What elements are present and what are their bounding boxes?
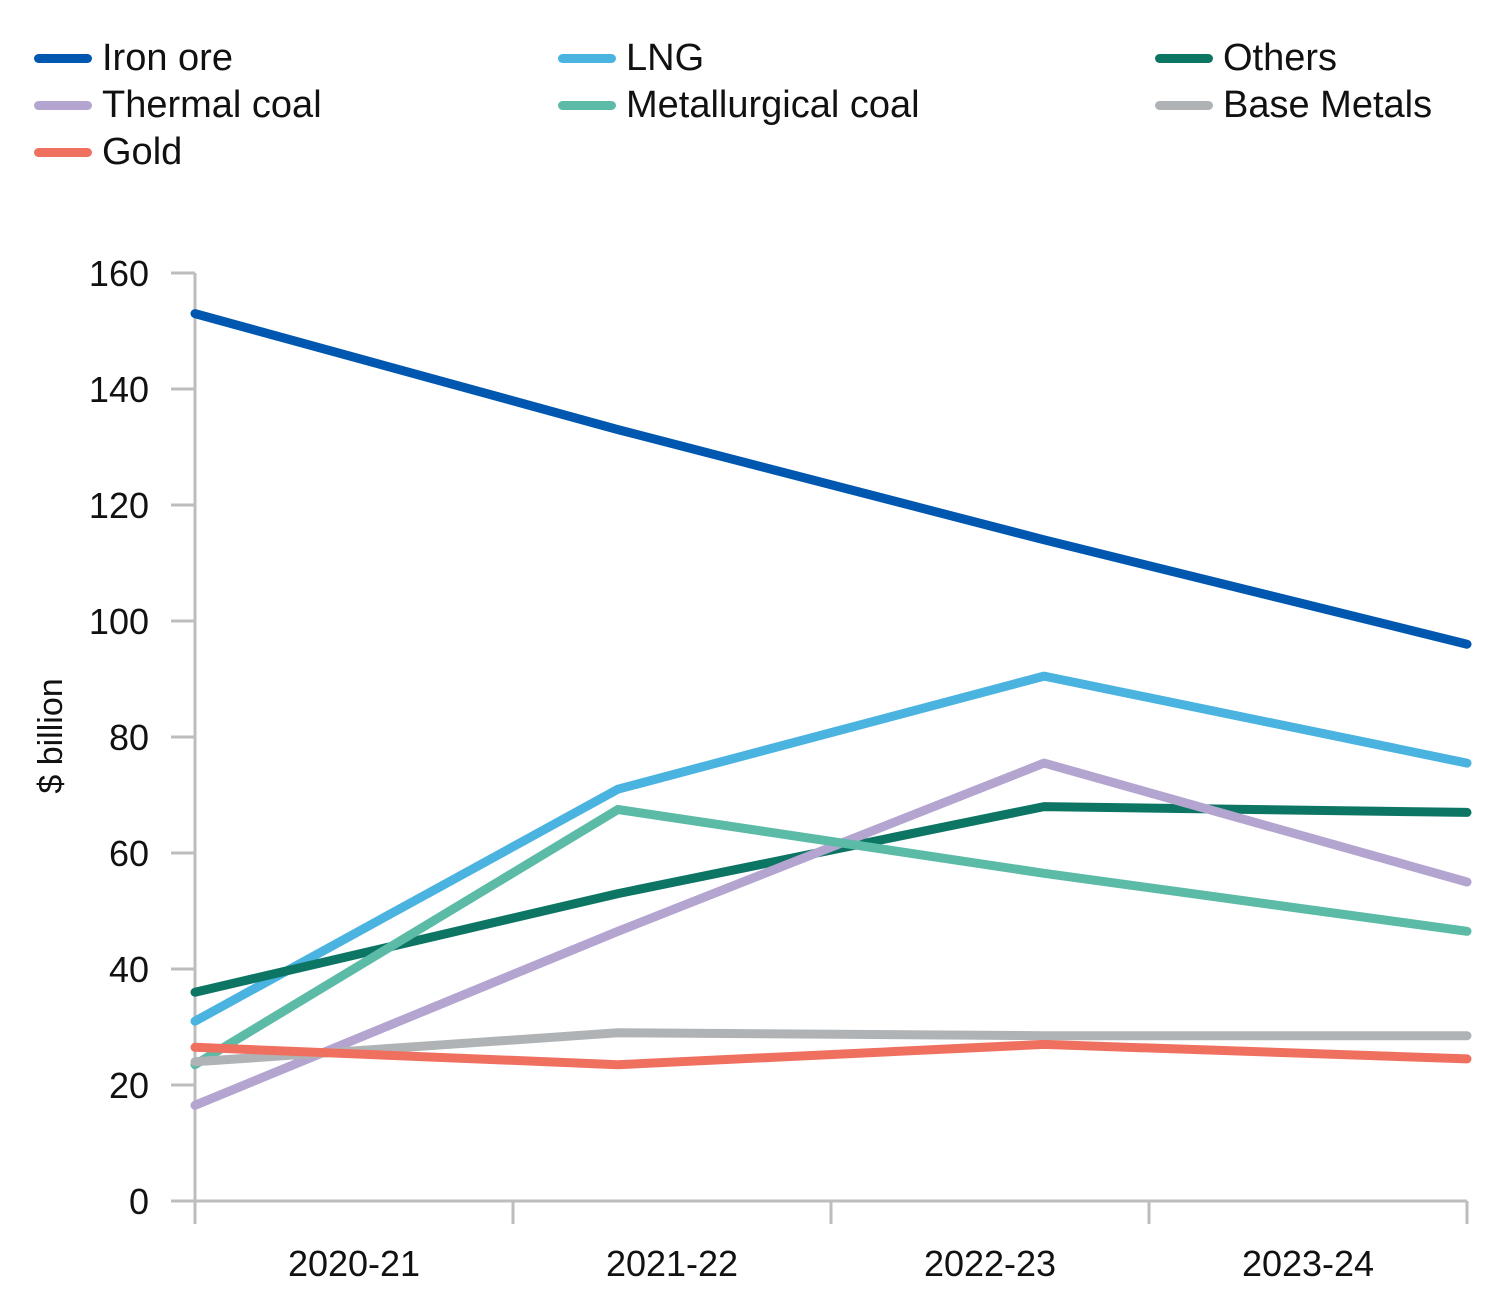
legend-label: Metallurgical coal [626,84,920,126]
legend-swatch [558,53,616,63]
legend-item-base-metals: Base Metals [1155,83,1432,127]
x-tick-label: 2020-21 [288,1243,420,1284]
x-axis: 2020-21 2021-22 2022-23 2023-24 [193,1199,1469,1284]
legend-swatch [1155,53,1213,63]
legend-label: Thermal coal [102,84,322,126]
legend-label: Gold [102,131,183,173]
x-tick-label: 2023-24 [1242,1243,1374,1284]
legend-item-others: Others [1155,36,1337,80]
legend-label: Others [1223,37,1338,79]
y-tick-label: 0 [129,1181,149,1222]
legend-swatch [34,100,92,110]
legend-item-lng: LNG [558,36,704,80]
legend-item-gold: Gold [34,130,182,174]
legend-item-iron-ore: Iron ore [34,36,233,80]
y-axis: 0 20 40 60 80 100 120 140 160 [89,253,197,1224]
y-axis-label: $ billion [32,678,70,793]
y-tick-label: 100 [89,601,149,642]
y-tick-label: 160 [89,253,149,294]
y-tick-label: 60 [109,833,149,874]
series-line-gold [190,1039,1472,1070]
series-line-thermal-coal [190,758,1472,1110]
series-line-metallurgical-coal [190,805,1472,1070]
x-tick-label: 2022-23 [924,1243,1056,1284]
y-tick-label: 120 [89,485,149,526]
series-line-base-metals [190,1028,1472,1067]
legend-item-thermal-coal: Thermal coal [34,83,322,127]
y-tick-label: 40 [109,949,149,990]
series-line-lng [190,671,1472,1026]
legend-label: Base Metals [1223,84,1433,126]
y-tick-label: 20 [109,1065,149,1106]
legend-item-metallurgical-coal: Metallurgical coal [558,83,920,127]
legend-swatch [558,100,616,110]
legend-swatch [34,147,92,157]
series-line-others [190,802,1472,997]
legend-swatch [1155,100,1213,110]
legend-label: LNG [626,37,705,79]
legend-label: Iron ore [102,37,233,79]
y-tick-label: 80 [109,717,149,758]
y-tick-label: 140 [89,369,149,410]
series-line-iron-ore [190,309,1472,649]
legend-swatch [34,53,92,63]
series-lines [190,309,1472,1110]
x-tick-label: 2021-22 [606,1243,738,1284]
